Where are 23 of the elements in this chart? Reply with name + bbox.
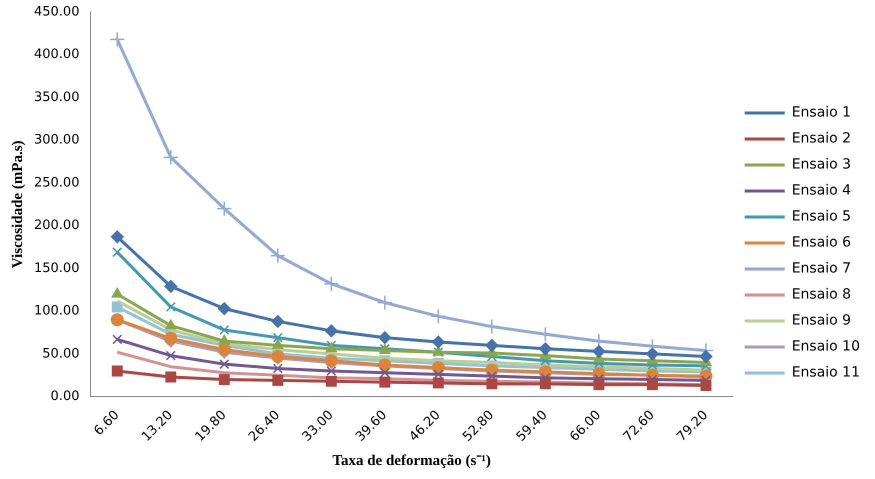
y-tick-label: 150.00 [34,260,80,276]
legend-label: Ensaio 4 [792,182,852,199]
legend-label: Ensaio 11 [792,364,860,381]
y-tick-label: 0.00 [50,389,80,404]
y-tick-label: 400.00 [34,47,80,62]
y-tick-label: 350.00 [34,90,80,105]
y-tick-label: 450.00 [34,4,80,20]
y-tick-label: 300.00 [34,132,80,148]
legend-label: Ensaio 8 [792,286,852,303]
y-axis-title: Viscosidade (mPa.s) [10,140,26,268]
legend-label: Ensaio 10 [792,338,860,355]
x-axis-title: Taxa de deformação (s⁻¹) [332,452,491,469]
legend-label: Ensaio 5 [792,208,852,225]
legend-label: Ensaio 7 [792,260,852,277]
y-tick-label: 250.00 [34,175,80,190]
legend-label: Ensaio 2 [792,130,852,147]
y-tick-label: 50.00 [42,346,80,362]
legend-label: Ensaio 6 [792,234,852,251]
y-tick-label: 100.00 [34,304,80,319]
legend-label: Ensaio 9 [792,312,852,329]
legend-label: Ensaio 3 [792,156,852,173]
legend-label: Ensaio 1 [792,104,852,121]
y-tick-label: 200.00 [34,218,80,234]
